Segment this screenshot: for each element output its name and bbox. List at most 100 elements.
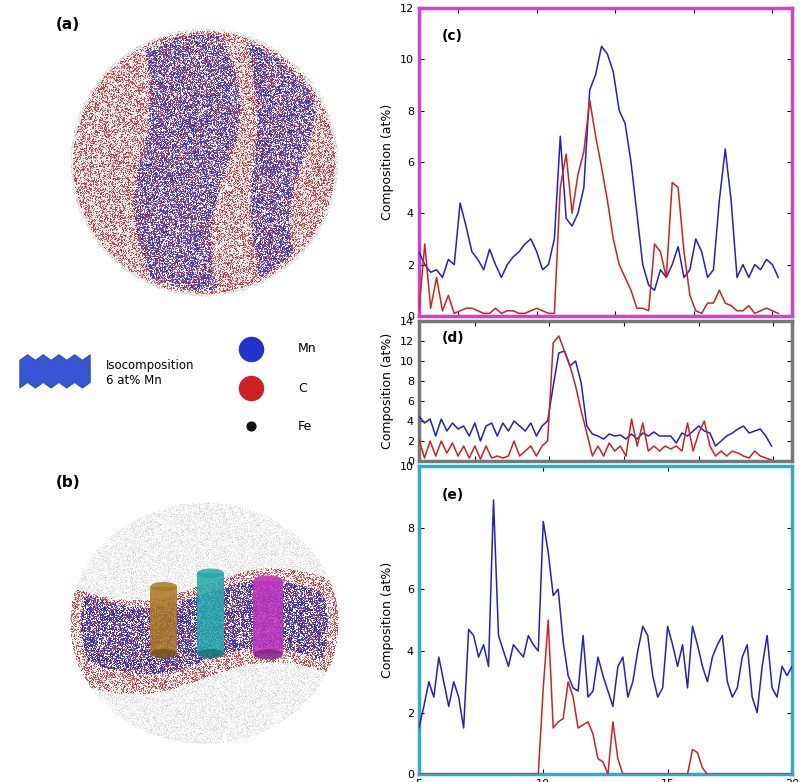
Point bbox=[311, 591, 324, 604]
Point bbox=[256, 653, 269, 665]
Point bbox=[190, 89, 202, 102]
Point bbox=[114, 253, 126, 266]
Point bbox=[132, 635, 145, 647]
Point bbox=[165, 693, 178, 705]
Point bbox=[295, 612, 308, 624]
Point bbox=[215, 632, 228, 644]
Point bbox=[81, 172, 94, 185]
Point bbox=[151, 281, 164, 293]
Point bbox=[318, 101, 331, 113]
Point bbox=[263, 164, 276, 177]
Point bbox=[181, 224, 194, 236]
Point bbox=[142, 161, 154, 174]
Point bbox=[276, 94, 289, 106]
Point bbox=[83, 156, 96, 169]
Point bbox=[236, 64, 249, 77]
Point bbox=[159, 129, 172, 142]
Point bbox=[174, 120, 186, 132]
Point bbox=[271, 113, 284, 126]
Point bbox=[285, 594, 298, 606]
Point bbox=[113, 243, 126, 256]
Point bbox=[270, 224, 282, 237]
Point bbox=[111, 203, 124, 215]
Point bbox=[212, 526, 225, 538]
Point bbox=[159, 265, 172, 278]
Point bbox=[272, 203, 285, 215]
Point bbox=[165, 126, 178, 138]
Point bbox=[166, 529, 179, 541]
Point bbox=[244, 75, 257, 88]
Point bbox=[247, 52, 260, 64]
Point bbox=[231, 172, 244, 185]
Point bbox=[229, 77, 242, 90]
Point bbox=[238, 135, 251, 147]
Point bbox=[249, 149, 262, 161]
Point bbox=[170, 117, 182, 129]
Point bbox=[210, 199, 223, 212]
Point bbox=[213, 265, 226, 278]
Point bbox=[292, 637, 305, 649]
Point bbox=[282, 677, 294, 690]
Point bbox=[114, 183, 126, 196]
Point bbox=[255, 70, 268, 83]
Point bbox=[230, 622, 243, 635]
Point bbox=[235, 603, 248, 615]
Point bbox=[158, 105, 171, 117]
Point bbox=[277, 633, 290, 645]
Point bbox=[94, 674, 106, 687]
Point bbox=[228, 92, 241, 105]
Point bbox=[274, 190, 286, 203]
Point bbox=[215, 631, 228, 644]
Point bbox=[200, 199, 213, 211]
Point bbox=[213, 651, 226, 664]
Point bbox=[295, 693, 308, 705]
Point bbox=[124, 630, 137, 643]
Point bbox=[202, 640, 214, 652]
Point bbox=[190, 571, 203, 583]
Point bbox=[134, 655, 147, 668]
Point bbox=[128, 142, 141, 155]
Point bbox=[188, 246, 201, 259]
Point bbox=[136, 192, 149, 204]
Point bbox=[193, 254, 206, 267]
Point bbox=[72, 148, 85, 160]
Point bbox=[264, 238, 277, 250]
Point bbox=[219, 219, 232, 231]
Point bbox=[198, 600, 211, 612]
Point bbox=[223, 579, 236, 591]
Point bbox=[201, 668, 214, 680]
Point bbox=[88, 627, 101, 640]
Point bbox=[210, 606, 222, 619]
Point bbox=[270, 146, 283, 159]
Point bbox=[253, 271, 266, 284]
Point bbox=[193, 619, 206, 631]
Point bbox=[296, 679, 309, 691]
Point bbox=[195, 547, 208, 559]
Point bbox=[98, 545, 110, 558]
Point bbox=[167, 181, 180, 193]
Point bbox=[140, 608, 153, 621]
Point bbox=[201, 268, 214, 281]
Point bbox=[209, 52, 222, 65]
Point bbox=[294, 601, 307, 613]
Point bbox=[115, 662, 128, 675]
Point bbox=[192, 672, 205, 684]
Point bbox=[301, 598, 314, 611]
Point bbox=[117, 141, 130, 153]
Point bbox=[225, 608, 238, 621]
Point bbox=[321, 138, 334, 151]
Point bbox=[145, 130, 158, 142]
Point bbox=[157, 268, 170, 281]
Point bbox=[271, 167, 284, 179]
Point bbox=[186, 675, 199, 687]
Point bbox=[193, 86, 206, 99]
Point bbox=[158, 119, 171, 131]
Point bbox=[124, 83, 137, 95]
Point bbox=[132, 614, 145, 626]
Point bbox=[134, 225, 146, 238]
Point bbox=[182, 81, 194, 93]
Point bbox=[185, 500, 198, 512]
Point bbox=[89, 560, 102, 572]
Point bbox=[118, 654, 131, 666]
Point bbox=[169, 124, 182, 136]
